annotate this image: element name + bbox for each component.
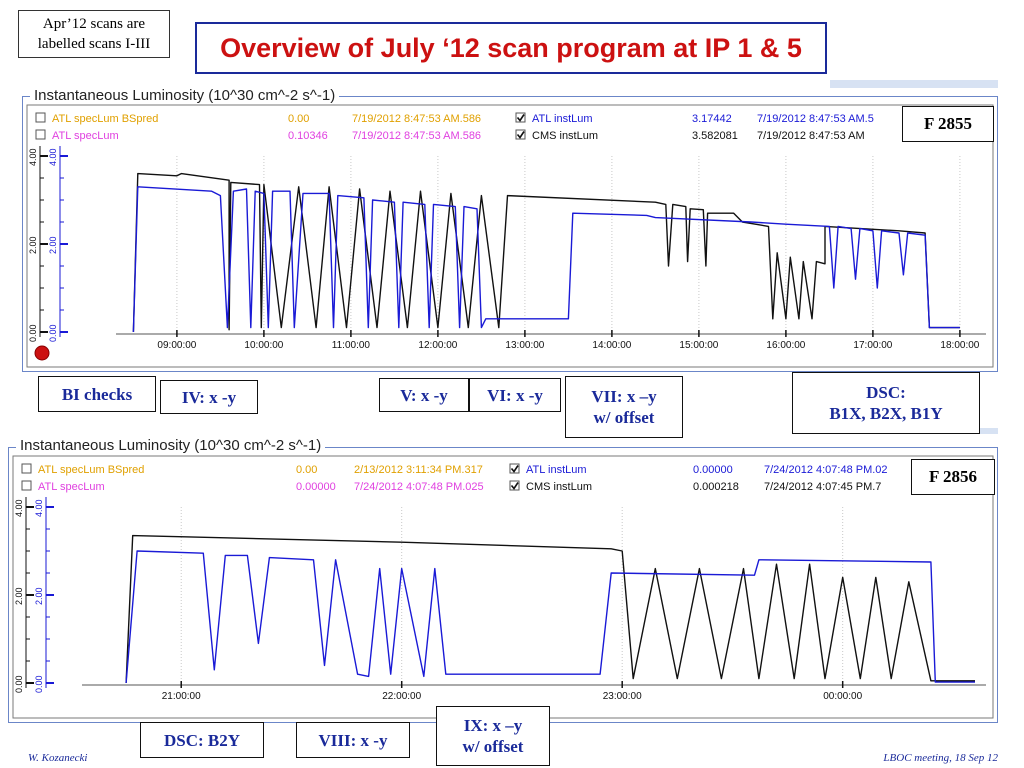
callout-scan-v: V: x -y <box>379 378 469 412</box>
x-tick-label: 16:00:00 <box>766 340 805 351</box>
legend-checkbox <box>35 129 46 140</box>
callout-ix-line-1: IX: x –y <box>463 716 523 735</box>
legend-checkbox <box>35 112 46 123</box>
slide-title: Overview of July ‘12 scan program at IP … <box>220 32 802 63</box>
callout-scan-vi: VI: x -y <box>469 378 561 412</box>
callout-scan-vii: VII: x –y w/ offset <box>565 376 683 438</box>
x-tick-label: 18:00:00 <box>940 340 979 351</box>
legend-checkbox <box>21 463 32 474</box>
luminosity-chart-f2855: ATL specLum BSpred 0.00 7/19/2012 8:47:53 … <box>26 104 994 368</box>
series-cms-instlum <box>132 172 960 333</box>
legend-value: 0.00 <box>296 464 317 476</box>
legend-checkbox <box>515 112 526 123</box>
slide-title-box: Overview of July ‘12 scan program at IP … <box>195 22 827 74</box>
callout-bi-checks: BI checks <box>38 376 156 412</box>
x-tick-label: 00:00:00 <box>823 691 862 702</box>
y-tick-label-cms: 2.00 <box>14 587 24 605</box>
x-tick-label: 15:00:00 <box>679 340 718 351</box>
legend-check-mark <box>510 482 519 490</box>
legend-timestamp: 7/19/2012 8:47:53 AM <box>757 130 865 142</box>
callout-scan-ix: IX: x –y w/ offset <box>436 706 550 766</box>
y-tick-label-cms: 0.00 <box>14 675 24 693</box>
series-atlas-instlum <box>125 550 975 684</box>
chart-title-bottom: Instantaneous Luminosity (10^30 cm^-2 s^… <box>16 437 326 454</box>
y-tick-label-cms: 0.00 <box>28 324 38 342</box>
legend-value: 0.00000 <box>693 464 733 476</box>
x-tick-label: 21:00:00 <box>162 691 201 702</box>
y-tick-label-atlas: 2.00 <box>34 587 44 605</box>
legend-check-mark <box>510 465 519 473</box>
fill-label-f2856: F 2856 <box>911 459 995 495</box>
legend-checkbox <box>515 129 526 140</box>
footer-author: W. Kozanecki <box>28 752 88 764</box>
legend-value: 3.17442 <box>692 113 732 125</box>
callout-scan-iv: IV: x -y <box>160 380 258 414</box>
callout-ix-line-2: w/ offset <box>462 737 524 756</box>
scan-label-note: Apr’12 scans are labelled scans I-III <box>18 10 170 58</box>
y-tick-label-atlas: 0.00 <box>34 675 44 693</box>
x-tick-label: 23:00:00 <box>603 691 642 702</box>
y-tick-label-atlas: 2.00 <box>48 236 58 254</box>
legend-timestamp: 7/19/2012 8:47:53 AM.586 <box>352 113 481 125</box>
legend-timestamp: 7/19/2012 8:47:53 AM.5 <box>757 113 874 125</box>
callout-dsc-b2y: DSC: B2Y <box>140 722 264 758</box>
legend-value: 0.000218 <box>693 481 739 493</box>
callout-vii-line-2: w/ offset <box>593 408 655 427</box>
series-atlas-instlum <box>132 186 960 333</box>
x-tick-label: 22:00:00 <box>382 691 421 702</box>
legend-timestamp: 7/24/2012 4:07:48 PM.02 <box>764 464 888 476</box>
legend-series-name: ATL specLum <box>52 130 119 142</box>
plot-frame <box>26 104 994 368</box>
x-tick-label: 17:00:00 <box>853 340 892 351</box>
legend-series-name: ATL specLum BSpred <box>38 464 144 476</box>
legend-check-mark <box>516 131 525 139</box>
fill-label-f2855: F 2855 <box>902 106 994 142</box>
legend-series-name: CMS instLum <box>532 130 598 142</box>
note-line-1: Apr’12 scans are <box>42 16 146 32</box>
x-tick-label: 11:00:00 <box>332 340 371 351</box>
record-icon <box>34 345 50 361</box>
legend-value: 0.10346 <box>288 130 328 142</box>
decor-bar-top <box>830 80 998 88</box>
callout-dsc-line-2: B1X, B2X, B1Y <box>829 404 943 423</box>
x-tick-label: 10:00:00 <box>244 340 283 351</box>
legend-timestamp: 2/13/2012 3:11:34 PM.317 <box>354 464 483 476</box>
y-tick-label-cms: 4.00 <box>28 148 38 166</box>
callout-dsc-top: DSC: B1X, B2X, B1Y <box>792 372 980 434</box>
legend-series-name: ATL instLum <box>532 113 593 125</box>
legend-timestamp: 7/24/2012 4:07:45 PM.7 <box>764 481 881 493</box>
note-line-2: labelled scans I-III <box>37 36 151 52</box>
callout-vii-line-1: VII: x –y <box>591 387 657 406</box>
x-tick-label: 12:00:00 <box>418 340 457 351</box>
series-cms-instlum <box>125 534 975 684</box>
y-tick-label-cms: 4.00 <box>14 499 24 517</box>
legend-timestamp: 7/24/2012 4:07:48 PM.025 <box>354 481 484 493</box>
legend-checkbox <box>509 480 520 491</box>
legend-series-name: ATL instLum <box>526 464 587 476</box>
x-tick-label: 09:00:00 <box>157 340 196 351</box>
legend-check-mark <box>516 114 525 122</box>
chart-title-top: Instantaneous Luminosity (10^30 cm^-2 s^… <box>30 87 340 104</box>
legend-checkbox <box>509 463 520 474</box>
callout-dsc-line-1: DSC: <box>866 383 906 402</box>
legend-checkbox <box>21 480 32 491</box>
y-tick-label-cms: 2.00 <box>28 236 38 254</box>
legend-series-name: ATL specLum BSpred <box>52 113 158 125</box>
footer-meeting: LBOC meeting, 18 Sep 12 <box>883 752 998 764</box>
callout-scan-viii: VIII: x -y <box>296 722 410 758</box>
legend-value: 0.00 <box>288 113 309 125</box>
y-tick-label-atlas: 0.00 <box>48 324 58 342</box>
legend-timestamp: 7/19/2012 8:47:53 AM.586 <box>352 130 481 142</box>
legend-series-name: ATL specLum <box>38 481 105 493</box>
legend-series-name: CMS instLum <box>526 481 592 493</box>
x-tick-label: 13:00:00 <box>505 340 544 351</box>
y-tick-label-atlas: 4.00 <box>34 499 44 517</box>
plot-frame <box>12 455 994 719</box>
x-tick-label: 14:00:00 <box>592 340 631 351</box>
luminosity-chart-f2856: ATL specLum BSpred 0.00 2/13/2012 3:11:34 … <box>12 455 994 719</box>
y-tick-label-atlas: 4.00 <box>48 148 58 166</box>
legend-value: 0.00000 <box>296 481 336 493</box>
legend-value: 3.582081 <box>692 130 738 142</box>
